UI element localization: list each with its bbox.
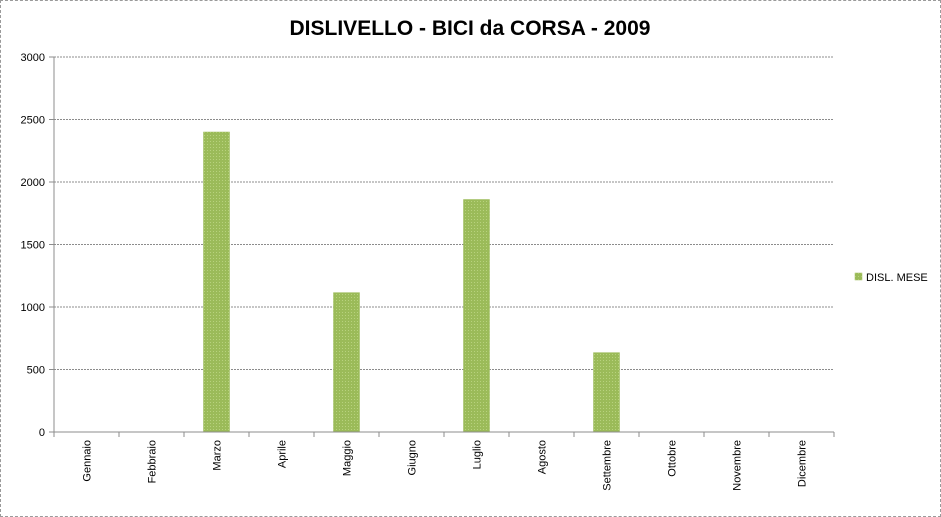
y-tick-label: 1000 <box>21 302 45 314</box>
x-tick-label: Aprile <box>277 440 289 468</box>
x-tick-label: Marzo <box>212 440 224 471</box>
x-tick-label: Ottobre <box>667 440 679 477</box>
x-axis: Gennaio Febbraio Marzo Aprile Maggio Giugno Lu… <box>53 57 835 491</box>
x-tick-label: Agosto <box>537 440 549 474</box>
legend: DISL. MESE <box>854 272 928 284</box>
bar <box>203 131 230 433</box>
x-tick-label: Gennaio <box>82 440 94 482</box>
y-tick-label: 500 <box>27 365 45 377</box>
y-axis-ticks: 0 500 1000 1500 2000 2500 3000 <box>21 52 54 439</box>
chart-title: DISLIVELLO - BICI da CORSA - 2009 <box>290 17 651 40</box>
bars <box>203 131 620 433</box>
y-tick-label: 2500 <box>21 115 45 127</box>
bar <box>593 352 620 433</box>
y-tick-label: 3000 <box>21 52 45 64</box>
x-tick-label: Maggio <box>342 440 354 476</box>
x-tick-label: Novembre <box>732 440 744 491</box>
legend-swatch <box>854 272 863 281</box>
x-tick-label: Febbraio <box>147 440 159 483</box>
y-tick-label: 0 <box>39 427 45 439</box>
legend-label: DISL. MESE <box>866 272 928 284</box>
x-tick-label: Luglio <box>472 440 484 469</box>
x-tick-label: Settembre <box>602 440 614 491</box>
bar <box>463 199 490 433</box>
y-tick-label: 2000 <box>21 177 45 189</box>
x-tick-label: Giugno <box>407 440 419 475</box>
gridlines <box>54 56 834 370</box>
x-tick-label: Dicembre <box>797 440 809 487</box>
y-tick-label: 1500 <box>21 240 45 252</box>
bar <box>333 292 360 433</box>
